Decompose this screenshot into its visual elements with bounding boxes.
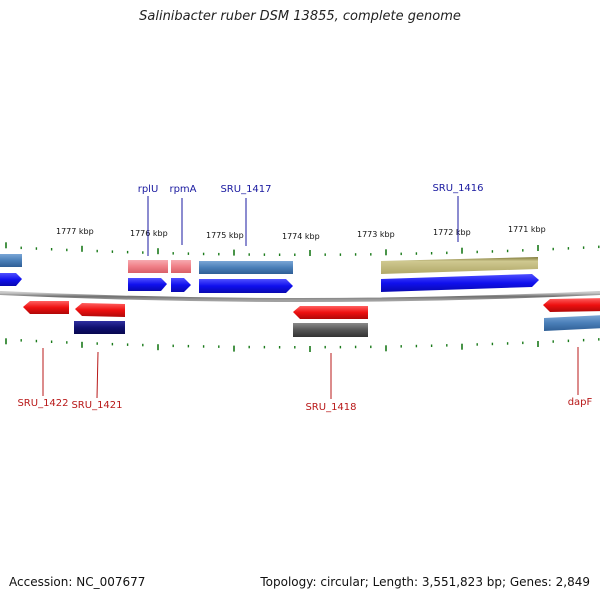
gene-label-rpmA: rpmA [169,184,196,195]
feature-bar-rplU[interactable] [128,260,168,273]
feature-bar-SRU_1421-inner[interactable] [74,321,125,334]
feature-bar-dapF-inner[interactable] [544,315,600,331]
upper-ruler-ticks [5,242,600,256]
leader-line-SRU_1421 [96,351,99,399]
gene-label-SRU_1421: SRU_1421 [71,400,122,411]
cds-arrow-SRU_1417[interactable] [199,279,293,293]
genome-title: Salinibacter ruber DSM 13855, complete g… [139,9,461,24]
gene-label-dapF: dapF [568,397,593,408]
feature-bar-SRU_1417[interactable] [199,261,293,274]
feature-bar-rpmA[interactable] [171,260,191,273]
ruler-label-1774: 1774 kbp [282,232,320,241]
ruler-label-1776: 1776 kbp [130,229,168,238]
feature-bar-SRU_1418-inner[interactable] [293,323,368,337]
feature-bar-SRU_1416[interactable] [381,257,538,274]
ruler-label-1775: 1775 kbp [206,231,244,240]
cds-arrow-SRU_1422[interactable] [23,301,69,314]
cds-arrow-SRU_1421[interactable] [75,303,125,317]
cds-arrow-rpmA[interactable] [171,278,191,292]
accession-text: Accession: NC_007677 [9,575,146,589]
ruler-label-1773: 1773 kbp [357,230,395,239]
lower-ruler-ticks [5,338,600,352]
genome-backbone [0,291,600,302]
gene-label-SRU_1422: SRU_1422 [17,398,68,409]
gene-label-rplU: rplU [138,184,159,195]
ruler-label-1772: 1772 kbp [433,228,471,237]
gene-label-SRU_1418: SRU_1418 [305,402,356,413]
cds-arrow-dapF[interactable] [543,298,600,312]
topology-text: Topology: circular; Length: 3,551,823 bp… [260,575,590,589]
feature-bar-left-blue[interactable] [0,254,22,267]
cds-arrow-rplU[interactable] [128,278,167,291]
cds-arrow-SRU_1418[interactable] [293,306,368,319]
cds-arrow-left-forward[interactable] [0,273,22,286]
cds-arrow-SRU_1416[interactable] [381,274,539,292]
ruler-label-1771: 1771 kbp [508,225,546,234]
gene-label-SRU_1417: SRU_1417 [220,184,271,195]
ruler-label-1777: 1777 kbp [56,227,94,236]
gene-label-SRU_1416: SRU_1416 [432,183,483,194]
